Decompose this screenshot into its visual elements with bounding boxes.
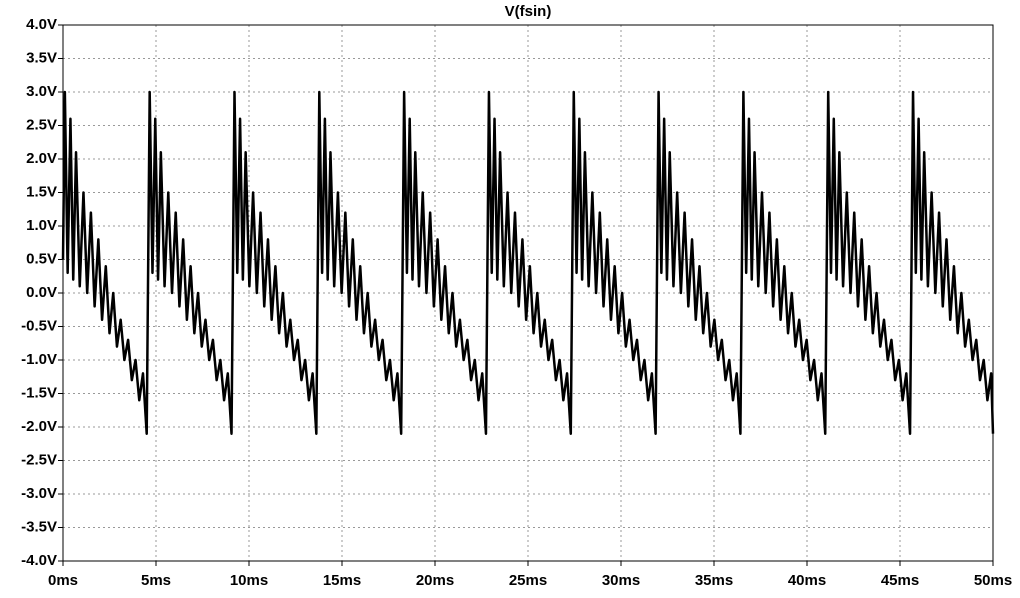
x-tick-label: 50ms: [974, 572, 1012, 589]
trace-name: V(fsin): [505, 3, 552, 20]
x-tick-label: 30ms: [602, 572, 640, 589]
x-tick-label: 5ms: [141, 572, 171, 589]
trace: [61, 90, 995, 435]
plot-frame: [62, 24, 994, 562]
y-tick-label: -1.5V: [21, 384, 57, 401]
x-tick-label: 25ms: [509, 572, 547, 589]
y-tick-label: -2.0V: [21, 418, 57, 435]
y-tick-label: -0.5V: [21, 317, 57, 334]
y-tick-label: -1.0V: [21, 351, 57, 368]
y-tick-label: 2.0V: [26, 150, 57, 167]
y-tick-label: 2.5V: [26, 116, 57, 133]
x-tick-label: 0ms: [48, 572, 78, 589]
x-tick-label: 40ms: [788, 572, 826, 589]
y-tick-label: 1.0V: [26, 217, 57, 234]
y-tick-label: -2.5V: [21, 451, 57, 468]
y-tick-label: 3.5V: [26, 49, 57, 66]
y-tick-label: 0.0V: [26, 284, 57, 301]
x-tick-label: 15ms: [323, 572, 361, 589]
y-tick-label: 4.0V: [26, 16, 57, 33]
y-tick-label: -4.0V: [21, 552, 57, 569]
x-tick-label: 10ms: [230, 572, 268, 589]
y-tick-label: 3.0V: [26, 83, 57, 100]
x-tick-label: 20ms: [416, 572, 454, 589]
y-tick-label: 1.5V: [26, 183, 57, 200]
y-tick-label: 0.5V: [26, 250, 57, 267]
x-tick-label: 45ms: [881, 572, 919, 589]
y-tick-label: -3.0V: [21, 485, 57, 502]
y-tick-label: -3.5V: [21, 518, 57, 535]
x-tick-label: 35ms: [695, 572, 733, 589]
